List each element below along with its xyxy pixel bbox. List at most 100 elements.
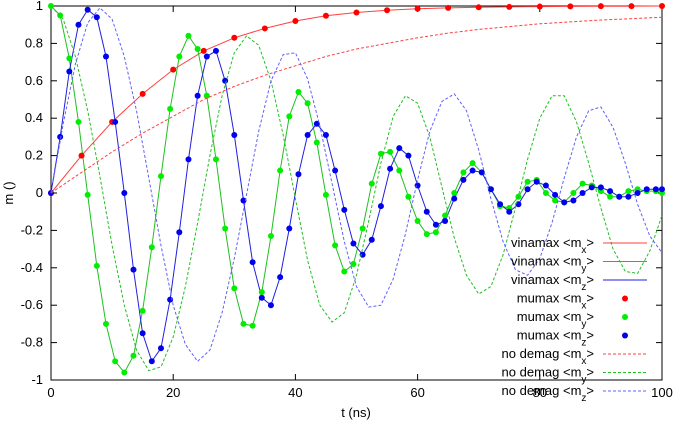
data-point [258,294,265,301]
data-point [588,184,595,191]
y-tick-label: 0.8 [25,35,43,50]
y-tick-label: -0.6 [21,297,43,312]
data-point [460,176,467,183]
data-point [176,53,183,60]
data-point [139,90,146,97]
data-point [112,358,119,365]
data-point [506,208,513,215]
data-point [561,199,568,206]
data-point [567,3,574,10]
y-tick-label: -0.2 [21,222,43,237]
data-point [524,186,531,193]
data-point [222,77,229,84]
data-point [460,169,467,176]
data-point [634,190,641,196]
legend-label: mumax <my> [517,309,594,330]
data-point [102,320,109,327]
data-point [533,178,540,185]
x-tick-label: 100 [651,385,673,400]
legend-entry: no demag <my> [502,365,647,385]
legend-entry: mumax <mz> [517,328,628,349]
legend-label: mumax <mz> [517,328,594,349]
data-point [66,68,73,75]
data-point [194,46,201,53]
data-point [423,231,430,238]
data-point [469,160,476,167]
data-point [200,47,207,54]
data-point [295,89,302,96]
data-point [322,132,329,139]
y-tick-label: 1 [36,0,43,13]
y-tick-label: -0.8 [21,335,43,350]
data-point [313,120,320,127]
data-point [249,259,256,266]
series-6 [50,16,663,194]
legend-marker [622,332,628,339]
series-line [50,7,663,363]
data-point [231,34,238,41]
legend-entry: mumax <my> [517,309,628,330]
y-tick-label: 0.6 [25,73,43,88]
legend-label: no demag <mx> [502,346,594,367]
y-axis-title: m () [1,181,16,204]
data-point [579,190,586,196]
data-point [194,92,201,99]
data-point [84,191,91,198]
legend-entry: mumax <mx> [517,291,628,312]
series-0 [50,5,663,194]
data-point [552,191,559,198]
data-point [414,218,421,225]
legend-entry: no demag <mx> [502,346,647,367]
legend-entry: vinamax <mz> [511,272,647,293]
legend: vinamax <mx>vinamax <my>vinamax <mz>muma… [502,235,647,404]
data-point [167,105,174,112]
data-point [332,167,339,174]
x-tick-label: 60 [410,385,424,400]
data-point [157,345,164,352]
data-point [387,148,394,155]
y-tick-label: 0 [36,185,43,200]
data-point [267,233,274,240]
legend-entry: vinamax <my> [511,254,647,275]
y-tick-label: 0.4 [25,110,43,125]
data-point [222,225,229,232]
data-point [258,289,265,296]
legend-label: mumax <mx> [517,291,594,312]
data-point [231,285,238,292]
data-point [313,139,320,146]
data-point [432,229,439,236]
data-point [292,17,299,24]
data-point [607,193,614,200]
legend-marker [622,314,628,320]
data-point [93,14,100,21]
series-layer [48,3,665,376]
data-point [597,3,604,10]
data-point [84,6,91,13]
data-point [277,167,284,174]
axis-ticks: 0 20 40 60 80 100 -1 -0.8 -0.6 -0.4 -0.2 0 0.2 0.4 0.6… [21,0,673,400]
data-point [170,66,177,73]
data-point [368,236,375,243]
data-point [659,3,665,9]
x-axis-title: t (ns) [341,405,371,420]
data-point [203,53,210,60]
data-point [652,186,659,193]
data-point [121,369,128,376]
data-point [322,12,329,19]
series-3 [48,3,665,196]
legend-label: vinamax <my> [511,254,594,275]
data-point [353,9,360,16]
data-point [249,322,256,329]
data-point [176,229,183,236]
series-line [50,5,663,372]
data-point [102,53,109,60]
data-point [203,92,210,99]
series-line [50,5,663,194]
data-point [442,212,449,219]
data-point [157,173,164,180]
data-point [579,180,586,187]
data-point [384,7,391,14]
data-point [350,240,357,247]
data-point [261,25,268,32]
data-point [432,221,439,228]
